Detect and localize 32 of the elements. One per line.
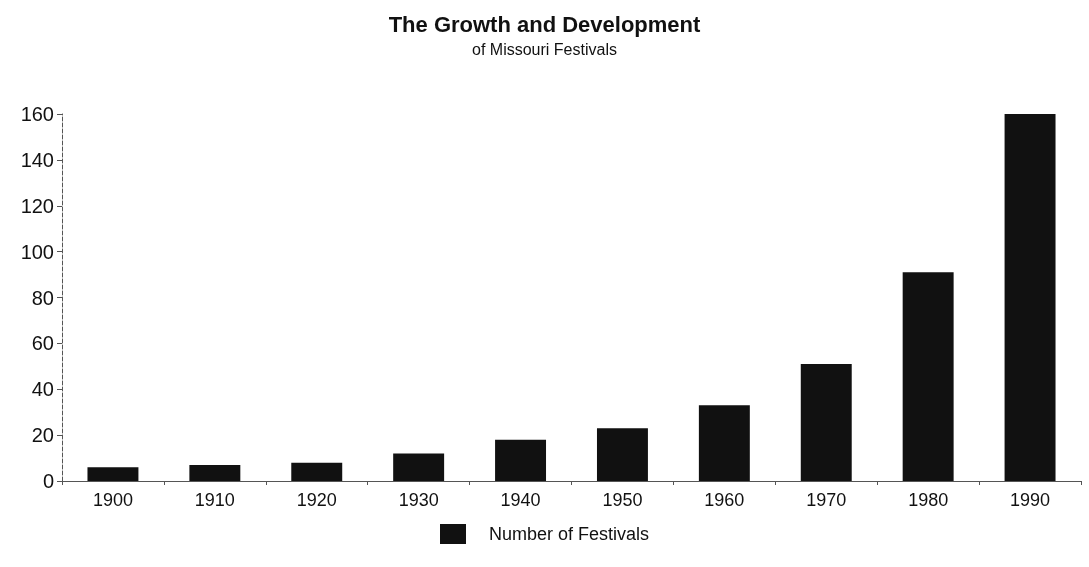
x-tick-label: 1980 xyxy=(908,490,949,510)
bar xyxy=(291,462,343,481)
x-tick-label: 1970 xyxy=(806,490,847,510)
y-tick-label: 100 xyxy=(20,240,54,263)
bar xyxy=(902,272,954,481)
x-tick-label: 1940 xyxy=(500,490,541,510)
bar xyxy=(495,439,547,481)
legend-label: Number of Festivals xyxy=(488,524,650,544)
bar xyxy=(189,464,241,481)
bar xyxy=(87,467,139,481)
x-tick-label: 1900 xyxy=(92,490,133,510)
y-tick-label: 60 xyxy=(31,332,54,355)
bar xyxy=(393,453,445,481)
x-tick-label: 1920 xyxy=(296,490,337,510)
x-tick-label: 1910 xyxy=(194,490,235,510)
bar xyxy=(1004,114,1056,481)
y-tick-label: 80 xyxy=(31,286,54,309)
y-tick-label: 40 xyxy=(31,378,54,401)
x-tick-label: 1960 xyxy=(704,490,745,510)
chart-title: The Growth and Development xyxy=(388,11,702,37)
x-tick-label: 1930 xyxy=(398,490,439,510)
x-tick-label: 1950 xyxy=(602,490,643,510)
bar xyxy=(698,405,750,481)
y-tick-label: 120 xyxy=(20,194,54,217)
y-tick-label: 160 xyxy=(20,103,54,125)
y-tick-label: 140 xyxy=(20,148,54,171)
y-tick-label: 20 xyxy=(31,424,54,447)
bar xyxy=(800,364,852,481)
y-tick-label: 0 xyxy=(42,470,54,492)
x-tick-label: 1990 xyxy=(1010,490,1051,510)
chart-subtitle: of Missouri Festivals xyxy=(472,40,617,58)
bar xyxy=(596,428,648,481)
